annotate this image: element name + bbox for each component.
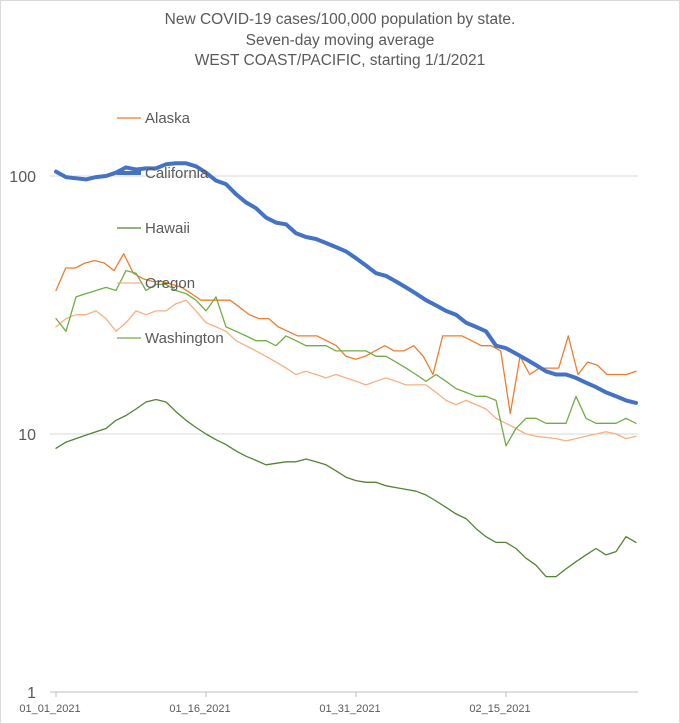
- series-line-oregon: [55, 299, 637, 442]
- legend-label-oregon: Oregon: [145, 275, 195, 292]
- gridlines: [50, 175, 638, 435]
- chart-title-line-1: New COVID-19 cases/100,000 population by…: [164, 11, 516, 28]
- x-tick-label-02_15_2021: 02_15_2021: [469, 703, 530, 715]
- series-line-california: [54, 161, 638, 405]
- x-tick-label-01_16_2021: 01_16_2021: [169, 703, 230, 715]
- x-tick-label-01_31_2021: 01_31_2021: [319, 703, 380, 715]
- legend-label-alaska: Alaska: [145, 110, 191, 127]
- chart-title-line-3: WEST COAST/PACIFIC, starting 1/1/2021: [194, 52, 486, 69]
- axes: 1 10 100 01_01_2021 01_16_2021 01_31_2021 02_1…: [9, 169, 638, 715]
- series-line-hawaii: [55, 398, 637, 578]
- series-line-alaska: [55, 253, 637, 415]
- chart-title-line-2: Seven-day moving average: [245, 31, 435, 49]
- series-lines: [54, 161, 638, 578]
- legend-label-hawaii: Hawaii: [145, 220, 190, 237]
- legend-label-washington: Washington: [145, 330, 224, 347]
- x-tick-label-01_01_2021: 01_01_2021: [19, 703, 80, 715]
- chart-title: New COVID-19 cases/100,000 population by…: [0, 10, 680, 72]
- legend: Alaska California Hawaii Oregon Washington: [117, 110, 224, 347]
- y-tick-label-1: 1: [27, 685, 36, 702]
- series-line-washington: [55, 269, 637, 447]
- y-tick-label-100: 100: [9, 169, 36, 186]
- legend-label-california: California: [145, 165, 209, 182]
- y-tick-label-10: 10: [18, 427, 36, 444]
